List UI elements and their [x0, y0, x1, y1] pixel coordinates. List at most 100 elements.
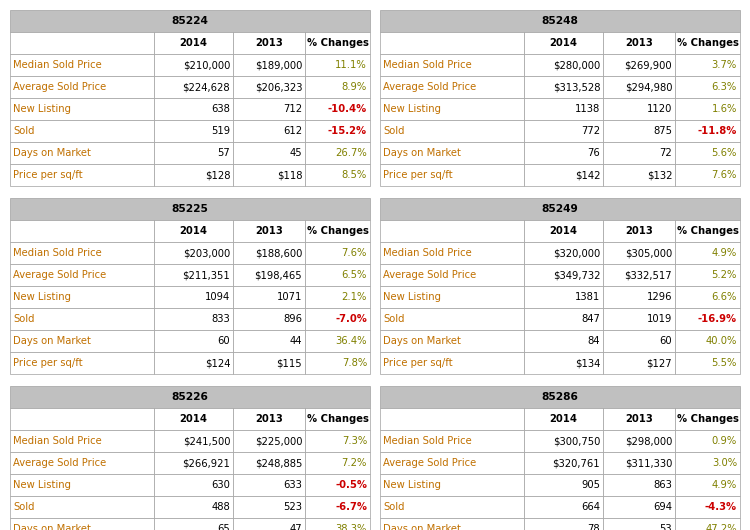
Text: 612: 612 — [283, 126, 302, 136]
Text: 2.1%: 2.1% — [341, 292, 367, 302]
Text: $349,732: $349,732 — [553, 270, 600, 280]
Text: Average Sold Price: Average Sold Price — [383, 82, 476, 92]
Text: New Listing: New Listing — [13, 292, 71, 302]
Bar — [305, 164, 370, 186]
Bar — [675, 220, 740, 242]
Text: 84: 84 — [588, 336, 600, 346]
Text: 7.6%: 7.6% — [712, 170, 737, 180]
Bar — [524, 474, 603, 496]
Text: 633: 633 — [284, 480, 302, 490]
Bar — [675, 164, 740, 186]
Text: 519: 519 — [211, 126, 230, 136]
Bar — [233, 32, 305, 54]
Bar — [154, 286, 233, 308]
Text: Median Sold Price: Median Sold Price — [13, 60, 102, 70]
Bar — [675, 430, 740, 452]
Bar — [154, 76, 233, 98]
Bar — [675, 242, 740, 264]
Text: 1.6%: 1.6% — [712, 104, 737, 114]
Text: 2013: 2013 — [626, 414, 653, 424]
Bar — [524, 164, 603, 186]
Bar — [524, 242, 603, 264]
Bar — [675, 54, 740, 76]
Text: 38.3%: 38.3% — [336, 524, 367, 530]
Text: % Changes: % Changes — [307, 38, 368, 48]
Bar — [10, 452, 154, 474]
Bar — [154, 98, 233, 120]
Bar — [603, 452, 675, 474]
Text: 72: 72 — [659, 148, 672, 158]
Text: 85249: 85249 — [542, 204, 578, 214]
Text: 4.9%: 4.9% — [712, 480, 737, 490]
Text: Days on Market: Days on Market — [383, 148, 460, 158]
Text: $115: $115 — [277, 358, 302, 368]
Text: 57: 57 — [217, 148, 230, 158]
Bar — [675, 32, 740, 54]
Text: -16.9%: -16.9% — [698, 314, 737, 324]
Bar — [380, 10, 740, 32]
Bar — [233, 408, 305, 430]
Bar — [524, 408, 603, 430]
Text: $203,000: $203,000 — [183, 248, 230, 258]
Bar — [154, 408, 233, 430]
Bar — [154, 518, 233, 530]
Bar — [380, 164, 524, 186]
Text: Average Sold Price: Average Sold Price — [13, 82, 106, 92]
Text: New Listing: New Listing — [383, 480, 441, 490]
Bar — [603, 120, 675, 142]
Text: 905: 905 — [581, 480, 600, 490]
Bar — [10, 164, 154, 186]
Bar — [380, 352, 524, 374]
Text: Price per sq/ft: Price per sq/ft — [383, 358, 452, 368]
Text: Sold: Sold — [13, 126, 34, 136]
Text: 26.7%: 26.7% — [335, 148, 367, 158]
Bar — [154, 430, 233, 452]
Bar — [305, 264, 370, 286]
Text: % Changes: % Changes — [307, 414, 368, 424]
Bar — [154, 220, 233, 242]
Text: 833: 833 — [211, 314, 230, 324]
Bar — [380, 496, 524, 518]
Text: 488: 488 — [211, 502, 230, 512]
Bar — [380, 98, 524, 120]
Bar — [380, 386, 740, 408]
Text: 76: 76 — [587, 148, 600, 158]
Bar — [675, 286, 740, 308]
Bar — [380, 242, 524, 264]
Text: $206,323: $206,323 — [255, 82, 302, 92]
Text: 5.2%: 5.2% — [712, 270, 737, 280]
Bar — [675, 308, 740, 330]
Text: Days on Market: Days on Market — [383, 524, 460, 530]
Bar — [675, 352, 740, 374]
Bar — [675, 408, 740, 430]
Bar — [10, 76, 154, 98]
Bar — [524, 76, 603, 98]
Text: Sold: Sold — [383, 502, 404, 512]
Text: 0.9%: 0.9% — [712, 436, 737, 446]
Text: $266,921: $266,921 — [182, 458, 230, 468]
Text: -4.3%: -4.3% — [705, 502, 737, 512]
Text: 1071: 1071 — [277, 292, 302, 302]
Bar — [675, 496, 740, 518]
Text: 78: 78 — [587, 524, 600, 530]
Bar — [233, 496, 305, 518]
Text: 85224: 85224 — [172, 16, 208, 26]
Bar — [524, 264, 603, 286]
Bar — [10, 32, 154, 54]
Text: $132: $132 — [646, 170, 672, 180]
Text: 712: 712 — [283, 104, 302, 114]
Text: Sold: Sold — [13, 502, 34, 512]
Text: Median Sold Price: Median Sold Price — [13, 436, 102, 446]
Bar — [154, 474, 233, 496]
Text: 7.3%: 7.3% — [342, 436, 367, 446]
Bar — [380, 54, 524, 76]
Bar — [10, 10, 370, 32]
Bar — [154, 352, 233, 374]
Text: $269,900: $269,900 — [625, 60, 672, 70]
Text: $305,000: $305,000 — [625, 248, 672, 258]
Bar — [380, 198, 740, 220]
Bar — [10, 308, 154, 330]
Bar — [233, 330, 305, 352]
Text: 8.5%: 8.5% — [342, 170, 367, 180]
Text: 7.2%: 7.2% — [341, 458, 367, 468]
